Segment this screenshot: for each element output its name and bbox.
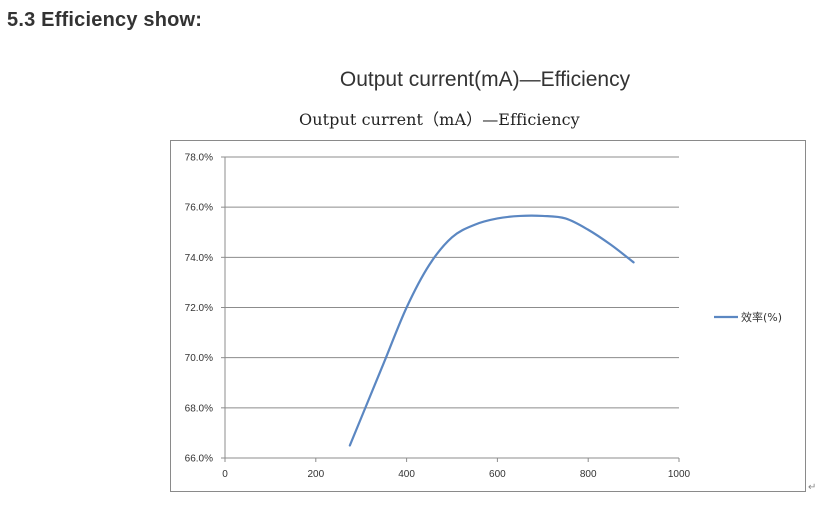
paragraph-return-mark: ↵ [808,482,817,493]
section-heading: 5.3 Efficiency show: [7,9,203,31]
legend-label: 效率(%) [741,310,782,324]
plot-frame [170,140,806,492]
x-tick-label: 600 [489,469,506,480]
y-tick-label: 78.0% [185,153,213,164]
x-tick-label: 800 [580,469,597,480]
x-tick-label: 200 [307,469,324,480]
x-tick-label: 1000 [668,469,691,480]
y-tick-label: 74.0% [185,253,213,264]
y-tick-label: 76.0% [185,203,213,214]
chart-title: Output current(mA)—Efficiency [339,68,631,91]
y-tick-label: 66.0% [185,454,213,465]
x-tick-label: 0 [222,469,228,480]
x-tick-label: 400 [398,469,415,480]
y-tick-label: 68.0% [185,403,213,414]
y-tick-label: 70.0% [185,353,213,364]
chart-subtitle: Output current（mA）—Efficiency [299,110,580,129]
series-line [348,214,635,447]
y-tick-label: 72.0% [185,303,213,314]
